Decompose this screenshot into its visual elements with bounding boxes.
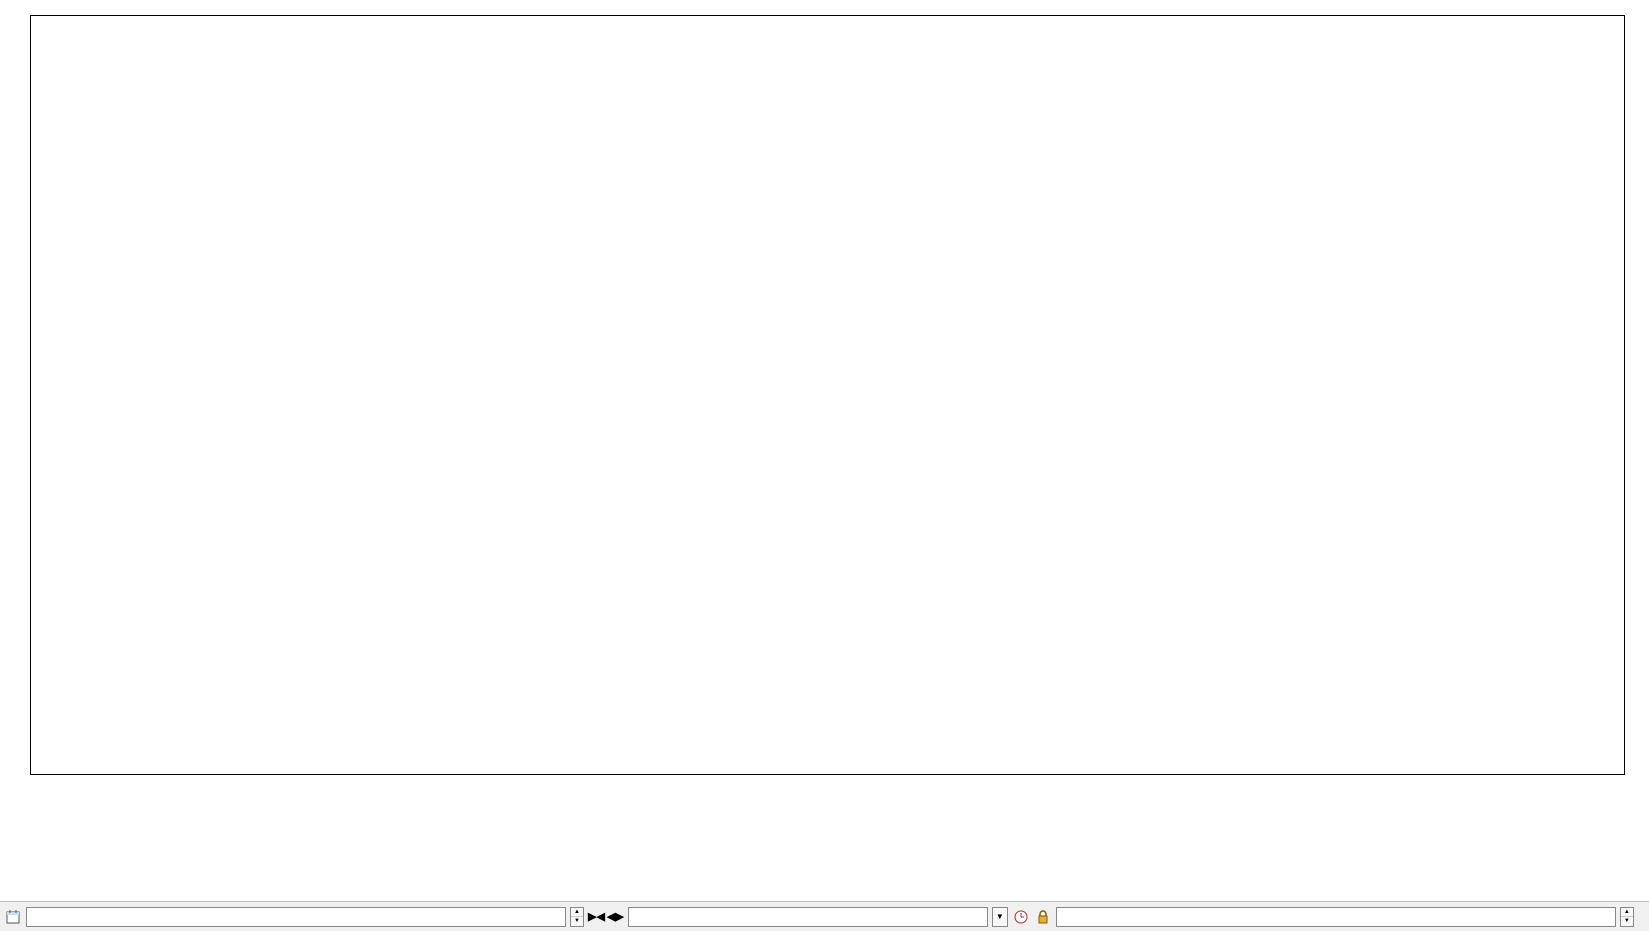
interval-input[interactable] [628,907,988,927]
histogram-plot-area [30,15,1625,775]
start-datetime-input[interactable] [26,907,566,927]
start-datetime-spinner[interactable]: ▲▼ [570,907,584,927]
calendar-icon[interactable] [4,908,22,926]
nav-step-fwd-icon[interactable]: ◀▶ [607,910,624,923]
nav-arrows-group: ▶◀ ◀▶ [588,910,624,923]
interval-dropdown-icon[interactable]: ▼ [992,907,1008,927]
end-datetime-spinner[interactable]: ▲▼ [1620,907,1634,927]
lock-icon[interactable] [1034,908,1052,926]
clock-icon[interactable] [1012,908,1030,926]
end-datetime-input[interactable] [1056,907,1616,927]
nav-step-back-icon[interactable]: ▶◀ [588,910,605,923]
time-navigation-toolbar: ▲▼ ▶◀ ◀▶ ▼ ▲▼ [0,901,1649,931]
